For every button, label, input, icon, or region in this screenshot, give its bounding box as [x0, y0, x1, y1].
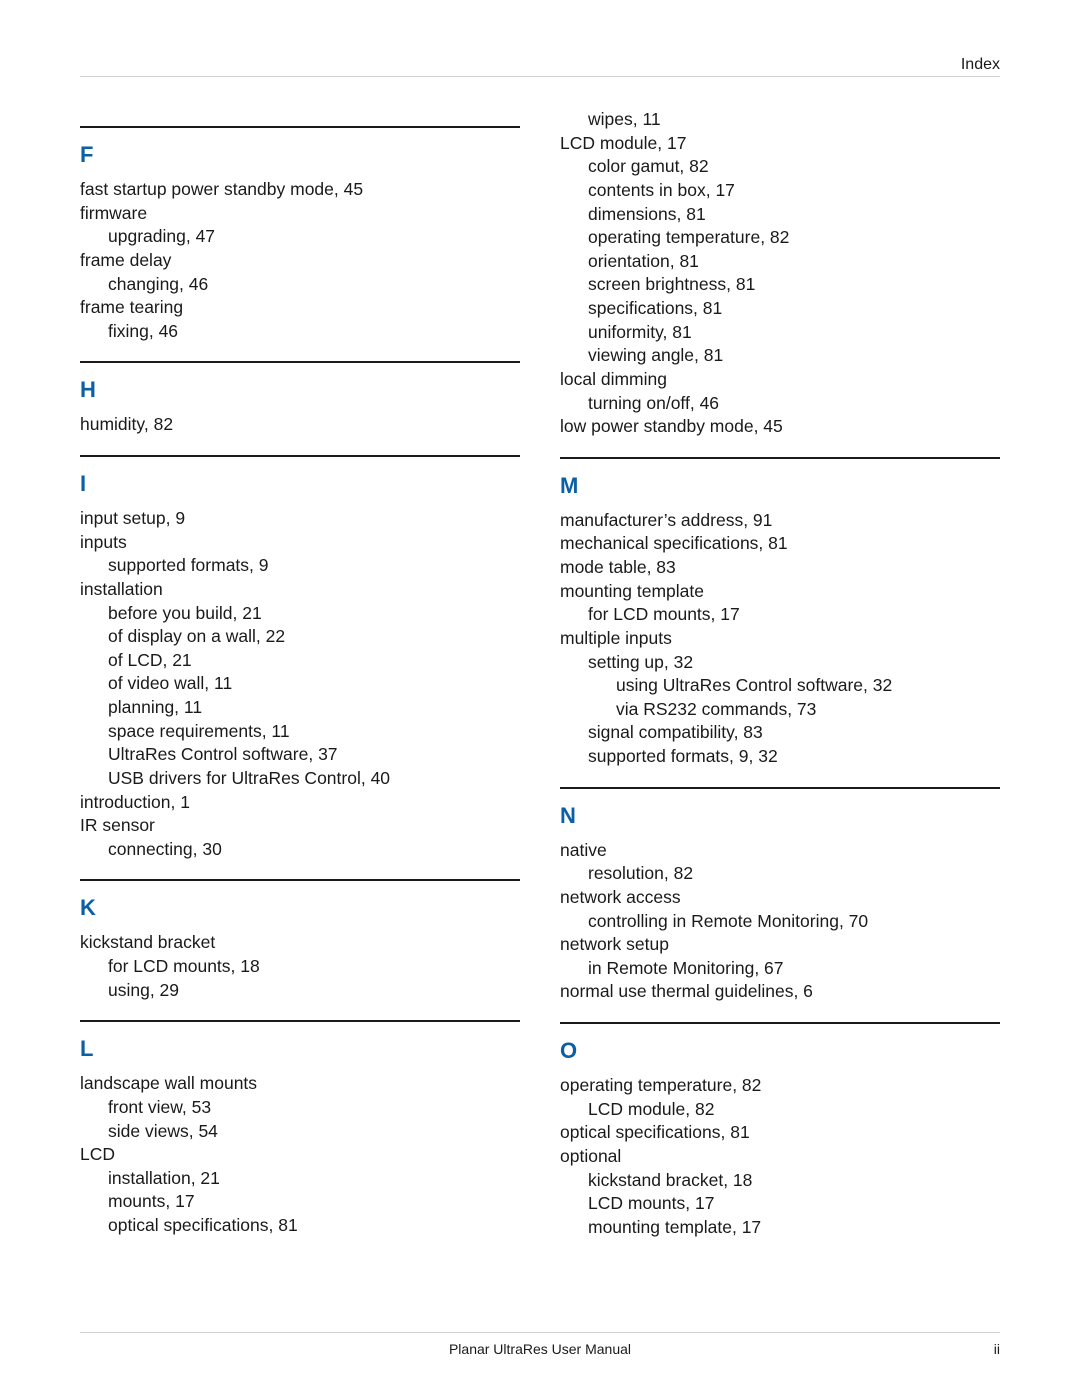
index-entry: mechanical specifications, 81	[560, 532, 1000, 556]
index-entry: planning, 11	[108, 696, 520, 720]
index-letter-heading: O	[560, 1038, 1000, 1064]
section-rule	[560, 457, 1000, 459]
index-entry: using, 29	[108, 979, 520, 1003]
index-entry: color gamut, 82	[588, 155, 1000, 179]
index-letter-heading: M	[560, 473, 1000, 499]
index-entry: network access	[560, 886, 1000, 910]
index-letter-heading: K	[80, 895, 520, 921]
page-header-label: Index	[961, 56, 1000, 74]
index-entry: frame delay	[80, 249, 520, 273]
index-entry: UltraRes Control software, 37	[108, 743, 520, 767]
index-entry: operating temperature, 82	[588, 226, 1000, 250]
section-rule	[80, 879, 520, 881]
index-entry: in Remote Monitoring, 67	[588, 957, 1000, 981]
index-entry: inputs	[80, 531, 520, 555]
footer-rule	[80, 1332, 1000, 1333]
index-entry: space requirements, 11	[108, 720, 520, 744]
index-entry: frame tearing	[80, 296, 520, 320]
index-entry: resolution, 82	[588, 862, 1000, 886]
index-page: Index Ffast startup power standby mode, …	[0, 0, 1080, 1397]
index-entry: kickstand bracket	[80, 931, 520, 955]
index-entry: network setup	[560, 933, 1000, 957]
index-letter-heading: H	[80, 377, 520, 403]
index-entry: LCD module, 17	[560, 132, 1000, 156]
index-entry: LCD	[80, 1143, 520, 1167]
header-rule	[80, 76, 1000, 77]
index-entry: upgrading, 47	[108, 225, 520, 249]
index-entry: input setup, 9	[80, 507, 520, 531]
index-entry: manufacturer’s address, 91	[560, 509, 1000, 533]
index-entry: IR sensor	[80, 814, 520, 838]
index-entry: of display on a wall, 22	[108, 625, 520, 649]
index-entry: normal use thermal guidelines, 6	[560, 980, 1000, 1004]
index-letter-heading: N	[560, 803, 1000, 829]
index-entry: of video wall, 11	[108, 672, 520, 696]
index-entry: for LCD mounts, 18	[108, 955, 520, 979]
index-entry: humidity, 82	[80, 413, 520, 437]
index-entry: via RS232 commands, 73	[616, 698, 1000, 722]
index-entry: fast startup power standby mode, 45	[80, 178, 520, 202]
index-entry: dimensions, 81	[588, 203, 1000, 227]
index-letter-heading: I	[80, 471, 520, 497]
index-entry: multiple inputs	[560, 627, 1000, 651]
index-entry: of LCD, 21	[108, 649, 520, 673]
index-entry: optical specifications, 81	[560, 1121, 1000, 1145]
section-rule	[560, 787, 1000, 789]
index-entry: kickstand bracket, 18	[588, 1169, 1000, 1193]
index-entry: LCD mounts, 17	[588, 1192, 1000, 1216]
index-entry: wipes, 11	[588, 108, 1000, 132]
index-entry: signal compatibility, 83	[588, 721, 1000, 745]
index-entry: viewing angle, 81	[588, 344, 1000, 368]
index-letter-heading: L	[80, 1036, 520, 1062]
index-entry: installation, 21	[108, 1167, 520, 1191]
index-entry: mounting template	[560, 580, 1000, 604]
index-entry: contents in box, 17	[588, 179, 1000, 203]
index-column-right: wipes, 11LCD module, 17color gamut, 82co…	[560, 108, 1000, 1317]
index-entry: specifications, 81	[588, 297, 1000, 321]
index-letter-heading: F	[80, 142, 520, 168]
index-entry: landscape wall mounts	[80, 1072, 520, 1096]
index-entry: before you build, 21	[108, 602, 520, 626]
index-entry: installation	[80, 578, 520, 602]
index-entry: turning on/off, 46	[588, 392, 1000, 416]
index-entry: optical specifications, 81	[108, 1214, 520, 1238]
index-entry: supported formats, 9	[108, 554, 520, 578]
index-entry: changing, 46	[108, 273, 520, 297]
index-entry: operating temperature, 82	[560, 1074, 1000, 1098]
section-rule	[560, 1022, 1000, 1024]
index-entry: front view, 53	[108, 1096, 520, 1120]
index-column-left: Ffast startup power standby mode, 45firm…	[80, 108, 520, 1317]
index-entry: introduction, 1	[80, 791, 520, 815]
section-rule	[80, 361, 520, 363]
index-entry: screen brightness, 81	[588, 273, 1000, 297]
footer-page-number: ii	[994, 1341, 1000, 1357]
index-entry: firmware	[80, 202, 520, 226]
index-entry: orientation, 81	[588, 250, 1000, 274]
index-entry: setting up, 32	[588, 651, 1000, 675]
index-entry: side views, 54	[108, 1120, 520, 1144]
index-entry: for LCD mounts, 17	[588, 603, 1000, 627]
index-entry: mounts, 17	[108, 1190, 520, 1214]
index-entry: connecting, 30	[108, 838, 520, 862]
index-entry: mode table, 83	[560, 556, 1000, 580]
index-entry: LCD module, 82	[588, 1098, 1000, 1122]
section-rule	[80, 126, 520, 128]
index-entry: fixing, 46	[108, 320, 520, 344]
index-entry: using UltraRes Control software, 32	[616, 674, 1000, 698]
index-entry: controlling in Remote Monitoring, 70	[588, 910, 1000, 934]
index-entry: low power standby mode, 45	[560, 415, 1000, 439]
section-rule	[80, 455, 520, 457]
index-entry: mounting template, 17	[588, 1216, 1000, 1240]
index-entry: native	[560, 839, 1000, 863]
index-entry: local dimming	[560, 368, 1000, 392]
index-content: Ffast startup power standby mode, 45firm…	[80, 108, 1000, 1317]
footer-title: Planar UltraRes User Manual	[0, 1341, 1080, 1357]
index-entry: USB drivers for UltraRes Control, 40	[108, 767, 520, 791]
index-entry: supported formats, 9, 32	[588, 745, 1000, 769]
index-entry: optional	[560, 1145, 1000, 1169]
section-rule	[80, 1020, 520, 1022]
index-entry: uniformity, 81	[588, 321, 1000, 345]
